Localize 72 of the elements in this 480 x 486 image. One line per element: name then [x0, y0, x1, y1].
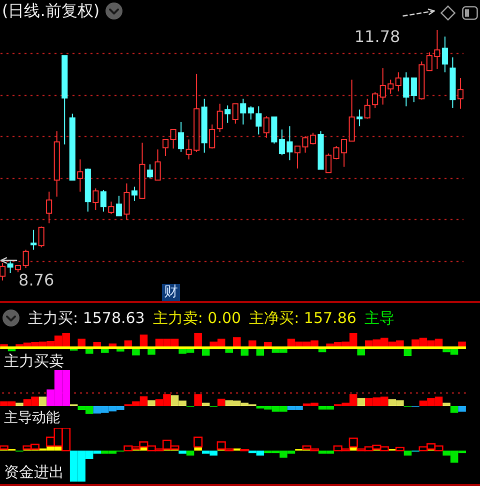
text: 主导动能	[4, 410, 60, 426]
bar	[148, 400, 156, 406]
bar	[240, 348, 249, 356]
candlestick	[232, 103, 238, 124]
bar	[38, 396, 47, 406]
candlestick	[410, 78, 417, 103]
bar	[194, 394, 202, 406]
candlestick	[395, 72, 402, 92]
bar	[148, 348, 156, 355]
text: 主导	[364, 309, 394, 327]
text: 资金进出	[4, 462, 64, 481]
candlestick	[372, 92, 378, 108]
candlestick	[100, 190, 106, 212]
candlestick	[30, 229, 37, 250]
candlestick	[116, 195, 122, 216]
bar	[357, 348, 365, 356]
candlestick	[442, 36, 448, 73]
bar	[194, 437, 203, 448]
bar	[442, 402, 450, 406]
candlestick	[22, 249, 29, 269]
candlestick	[209, 124, 216, 150]
bar	[116, 348, 124, 352]
candlestick	[46, 191, 52, 224]
bar	[225, 348, 233, 353]
candlestick	[403, 72, 410, 107]
bar	[256, 348, 264, 356]
bar	[458, 406, 466, 412]
candlestick	[170, 128, 176, 150]
bar	[395, 447, 404, 452]
candlestick	[77, 158, 84, 192]
bar	[101, 348, 109, 353]
bar	[318, 348, 326, 352]
candlestick	[240, 98, 246, 126]
candlestick	[131, 186, 138, 202]
candlestick	[356, 109, 363, 127]
candlestick	[38, 226, 44, 248]
text: 主力买: 1578.63	[28, 309, 145, 327]
bar	[404, 450, 412, 456]
bar	[16, 402, 24, 406]
candlestick	[457, 78, 464, 110]
candlestick	[326, 153, 332, 174]
bar	[0, 446, 8, 450]
annotation: 8.76	[18, 270, 54, 290]
candlestick	[7, 260, 14, 274]
bar	[217, 398, 226, 406]
candlestick	[178, 122, 184, 152]
candlestick	[216, 103, 223, 132]
chart-title: (日线.前复权)	[2, 1, 100, 20]
candlestick	[154, 148, 161, 181]
bar	[202, 348, 210, 356]
bar	[178, 450, 186, 454]
candlestick	[108, 201, 114, 215]
candlestick	[146, 164, 154, 179]
candlestick	[364, 98, 370, 120]
text: 财	[162, 284, 180, 301]
candlestick	[263, 116, 270, 138]
bar	[202, 402, 210, 406]
bar	[85, 348, 94, 354]
annotation: 11.78	[354, 26, 400, 46]
text: 主净买: 157.86	[249, 309, 356, 327]
bar	[132, 348, 140, 356]
candlestick	[162, 138, 169, 157]
candlestick	[224, 104, 231, 124]
text: 主力卖: 0.00	[152, 309, 242, 327]
text: 主力买卖	[4, 352, 64, 370]
bar	[450, 406, 458, 413]
bar	[186, 450, 194, 456]
candlestick	[92, 188, 99, 210]
bar	[404, 348, 412, 356]
bar	[240, 449, 250, 452]
candlestick	[124, 182, 130, 220]
bar	[357, 398, 365, 406]
